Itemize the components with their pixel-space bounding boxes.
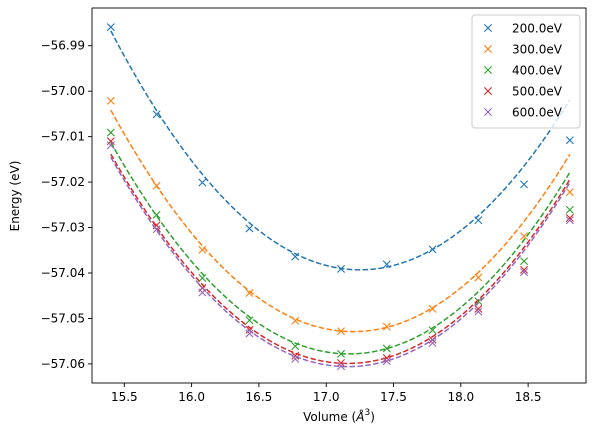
series-400.0eV <box>110 142 571 355</box>
y-tick-label: −57.03 <box>41 221 85 235</box>
data-point-marker <box>291 316 300 325</box>
x-tick-label: 18.0 <box>447 390 474 404</box>
y-tick-label: −57.01 <box>41 130 85 144</box>
data-point-marker <box>382 357 391 366</box>
data-point-marker <box>337 362 346 371</box>
data-point-marker <box>245 224 254 233</box>
x-tick-label: 17.0 <box>313 390 340 404</box>
data-point-marker <box>152 225 161 234</box>
x-tick-label: 15.5 <box>111 390 138 404</box>
fit-line-600.0eV <box>110 156 571 368</box>
data-point-marker <box>198 245 207 254</box>
y-tick-label: −56.99 <box>41 39 85 53</box>
data-point-marker <box>152 210 161 219</box>
plot-frame <box>91 7 587 384</box>
data-point-marker <box>245 316 254 325</box>
data-point-marker <box>428 326 437 335</box>
series-600.0eV <box>110 156 571 368</box>
data-point-marker <box>520 265 529 274</box>
data-point-marker <box>382 260 391 269</box>
data-point-marker <box>474 216 483 225</box>
data-point-marker <box>337 264 346 273</box>
data-point-marker <box>428 339 437 347</box>
data-point-marker <box>565 188 574 197</box>
plot-area <box>91 7 587 384</box>
data-point-marker <box>565 214 574 222</box>
legend-label: 400.0eV <box>512 64 563 78</box>
legend-marker <box>484 24 492 32</box>
data-point-marker <box>291 354 300 363</box>
data-point-marker <box>382 322 391 331</box>
legend: 200.0eV 300.0eV 400.0eV 500.0eV 600.0eV <box>471 14 581 129</box>
data-point-marker <box>337 349 346 358</box>
x-tick-label: 16.0 <box>178 390 205 404</box>
data-point-marker <box>520 257 529 266</box>
x-tick-label: 18.5 <box>515 390 542 404</box>
data-point-marker <box>428 245 437 254</box>
fit-line-500.0eV <box>110 153 571 365</box>
data-point-marker <box>337 327 346 336</box>
legend-label: 300.0eV <box>512 43 563 57</box>
data-point-marker <box>198 178 207 187</box>
data-point-marker <box>474 273 483 282</box>
data-point-marker <box>382 344 391 353</box>
x-axis: 15.5 16.0 16.5 17.0 17.5 18.0 18.5 <box>111 383 542 404</box>
data-point-marker <box>474 307 483 316</box>
data-point-marker <box>474 304 483 313</box>
legend-label: 200.0eV <box>512 22 563 36</box>
y-tick-label: −57.04 <box>41 266 85 280</box>
data-point-marker <box>152 110 161 119</box>
fit-line-400.0eV <box>110 142 571 355</box>
legend-box <box>471 14 581 129</box>
y-tick-label: −57.06 <box>41 357 85 371</box>
data-point-marker <box>520 180 529 189</box>
fit-line-300.0eV <box>110 109 571 333</box>
data-point-marker <box>245 329 254 338</box>
data-point-marker <box>520 232 529 241</box>
data-point-marker <box>106 128 115 137</box>
legend-marker <box>484 66 492 74</box>
data-point-marker <box>106 141 115 150</box>
legend-marker <box>484 87 492 95</box>
legend-label: 500.0eV <box>512 85 563 99</box>
data-point-marker <box>428 304 437 313</box>
data-point-marker <box>565 136 574 145</box>
data-point-marker <box>520 268 529 277</box>
data-point-marker <box>291 351 300 360</box>
data-point-marker <box>565 205 574 214</box>
data-point-marker <box>198 288 207 297</box>
legend-marker <box>484 108 492 116</box>
data-point-marker <box>337 359 346 367</box>
y-axis: −56.99 −57.00 −57.01 −57.02 −57.03 −57.04 −57.… <box>41 39 92 371</box>
data-point-marker <box>291 252 300 261</box>
data-point-marker <box>291 342 300 351</box>
data-point-marker <box>565 216 574 225</box>
data-point-marker <box>106 96 115 105</box>
y-tick-label: −57.02 <box>41 175 85 189</box>
y-axis-title: Energy (eV) <box>8 161 22 232</box>
legend-marker <box>484 45 492 53</box>
data-point-marker <box>152 181 161 190</box>
data-point-marker <box>198 274 207 282</box>
x-tick-label: 17.5 <box>380 390 407 404</box>
y-tick-label: −57.00 <box>41 84 85 98</box>
data-point-marker <box>245 289 254 297</box>
data-point-marker <box>474 297 483 306</box>
data-point-marker <box>106 23 115 32</box>
x-axis-title: Volume (Å3) <box>303 408 375 424</box>
y-tick-label: −57.05 <box>41 311 85 325</box>
series-300.0eV <box>110 109 571 333</box>
legend-label: 600.0eV <box>512 106 563 120</box>
x-tick-label: 16.5 <box>246 390 273 404</box>
series-500.0eV <box>110 153 571 365</box>
